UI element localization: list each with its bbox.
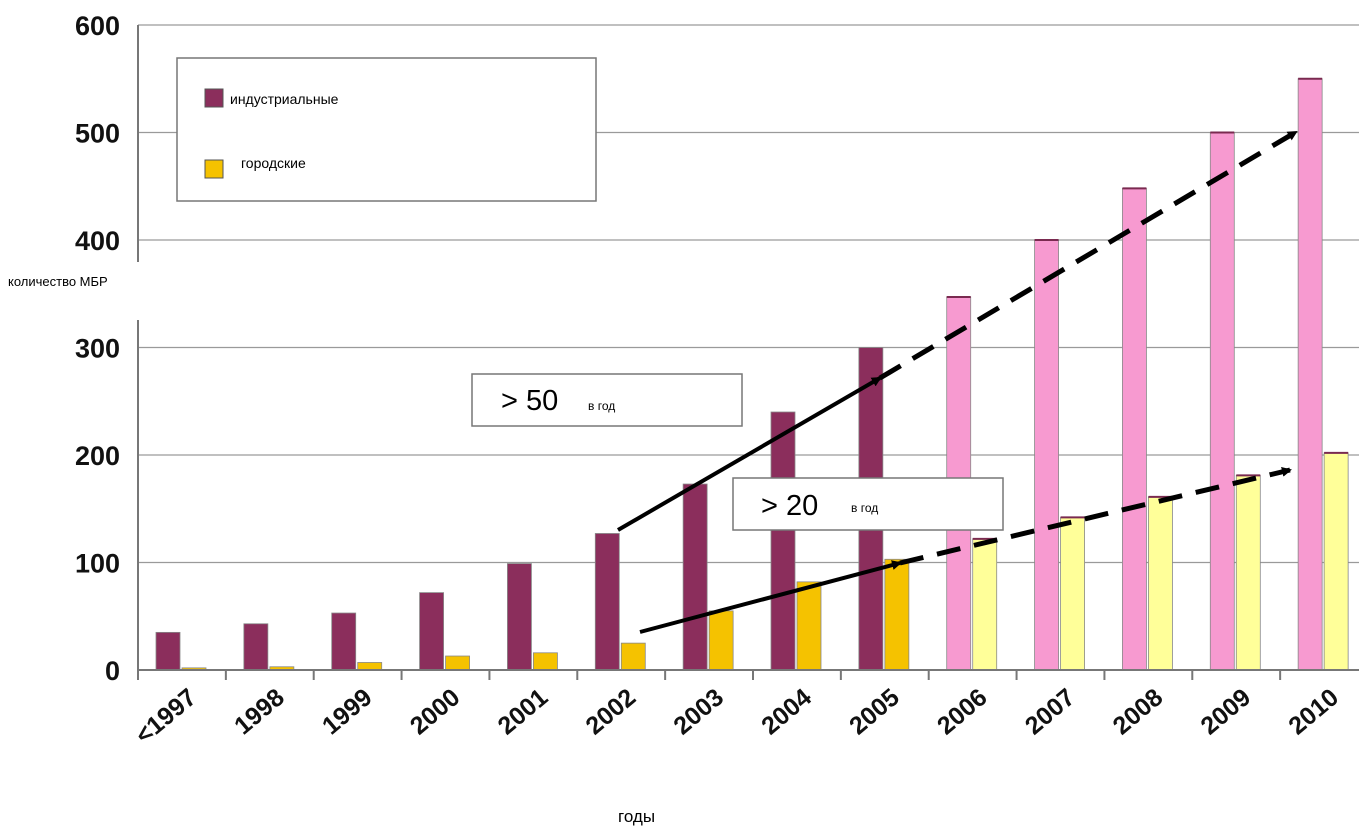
industrial-bar-2001	[507, 563, 532, 671]
x-tick-label: 2003	[668, 683, 729, 740]
y-axis-title: количество МБР	[8, 274, 108, 289]
y-tick-label: 100	[75, 549, 120, 579]
urban-bar-2003	[708, 610, 734, 671]
industrial-bar-2007	[1034, 239, 1059, 671]
annotation-urban-suffix: в год	[851, 501, 878, 515]
annotation-industrial-value: > 50	[501, 385, 558, 417]
industrial-bar-2009	[1209, 132, 1235, 671]
annotation-urban: > 20 в год	[732, 477, 1004, 531]
industrial-bar-1999	[331, 612, 357, 671]
industrial-bar-2004	[770, 411, 796, 671]
industrial-bar-2010	[1297, 78, 1323, 671]
industrial-bar-lt1997	[155, 631, 181, 671]
y-tick-label: 200	[75, 441, 120, 471]
x-axis-title: годы	[618, 807, 655, 826]
y-axis-ticks: 0 100 200 300 400 500 600	[75, 11, 120, 686]
bars	[155, 77, 1349, 671]
industrial-bar-2008	[1122, 187, 1147, 671]
x-tick-label: 2000	[405, 683, 466, 740]
x-tick-label: 1999	[317, 683, 378, 740]
x-tick-label: 2005	[844, 683, 905, 740]
urban-bar-2009	[1235, 475, 1261, 671]
urban-bar-2000	[445, 655, 470, 671]
x-tick-label: 2006	[932, 683, 993, 740]
urban-bar-2002	[620, 642, 646, 671]
urban-trend-projection	[899, 466, 1292, 566]
y-tick-label: 600	[75, 11, 120, 41]
urban-bar-2001	[533, 652, 558, 671]
industrial-bar-2002	[594, 533, 620, 671]
industrial-trend-projection	[878, 129, 1298, 381]
urban-bar-2010	[1323, 452, 1349, 671]
y-tick-label: 400	[75, 226, 120, 256]
y-tick-label: 0	[105, 656, 120, 686]
x-tick-label: 2010	[1283, 683, 1344, 740]
urban-bar-1999	[357, 662, 383, 671]
x-tick-label: 2007	[1020, 683, 1081, 740]
annotation-industrial-suffix: в год	[588, 399, 615, 413]
annotation-industrial: > 50 в год	[471, 373, 743, 427]
legend: индустриальные городские	[176, 57, 597, 202]
urban-bar-2008	[1148, 496, 1173, 671]
x-axis-ticks: <1997 1998 1999 2000 2001 2002 2003 2004 2005 200…	[130, 683, 1344, 750]
legend-label-urban: городские	[241, 155, 306, 171]
urban-trend-arrow	[639, 560, 902, 634]
industrial-bar-1998	[243, 623, 269, 671]
x-tick-label: 2009	[1196, 683, 1257, 740]
industrial-bar-2003	[682, 483, 708, 671]
urban-bar-2006	[972, 538, 998, 671]
x-tick-label: <1997	[130, 683, 202, 750]
x-tick-label: 2008	[1108, 683, 1169, 740]
x-tick-label: 2002	[581, 683, 642, 740]
legend-box	[176, 57, 597, 202]
annotation-urban-value: > 20	[761, 490, 818, 522]
legend-swatch-industrial	[204, 88, 224, 108]
y-tick-label: 500	[75, 119, 120, 149]
x-tick-label: 2004	[756, 683, 817, 740]
trend-arrows	[616, 129, 1298, 634]
legend-label-industrial: индустриальные	[230, 91, 339, 107]
x-axis	[137, 25, 1359, 680]
x-tick-label: 1998	[229, 683, 290, 740]
urban-bar-2005	[884, 558, 910, 671]
y-tick-label: 300	[75, 334, 120, 364]
industrial-bar-2000	[419, 592, 444, 671]
x-tick-label: 2001	[493, 683, 554, 740]
legend-swatch-urban	[204, 159, 224, 179]
industrial-trend-arrow	[616, 376, 882, 532]
urban-bar-2004	[796, 581, 822, 671]
urban-bar-2007	[1060, 516, 1085, 671]
